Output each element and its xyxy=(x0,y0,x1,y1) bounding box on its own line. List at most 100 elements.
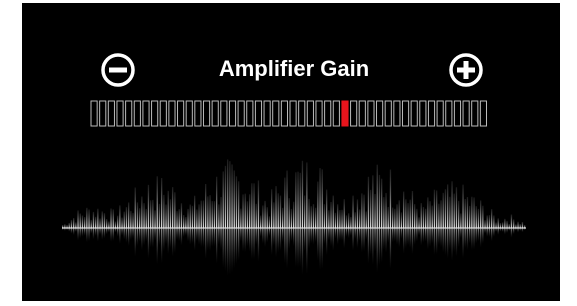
wave-reflection xyxy=(284,228,285,263)
wave-bar xyxy=(69,223,70,228)
wave-bar xyxy=(465,199,466,228)
wave-bar xyxy=(352,196,353,228)
wave-reflection xyxy=(469,228,470,244)
wave-bar xyxy=(495,222,496,228)
wave-reflection xyxy=(456,228,457,257)
wave-bar xyxy=(491,209,492,228)
gain-level-segment xyxy=(342,101,348,126)
wave-reflection xyxy=(352,228,353,251)
wave-reflection xyxy=(447,228,448,259)
wave-reflection xyxy=(357,228,358,248)
wave-reflection xyxy=(209,228,210,251)
wave-bar xyxy=(271,189,272,228)
wave-bar xyxy=(328,210,329,228)
wave-reflection xyxy=(484,228,485,233)
wave-reflection xyxy=(95,228,96,236)
wave-bar xyxy=(242,194,243,228)
wave-bar xyxy=(482,206,483,228)
wave-bar xyxy=(121,217,122,228)
wave-reflection xyxy=(225,228,226,272)
wave-reflection xyxy=(330,228,331,246)
wave-reflection xyxy=(313,228,314,245)
wave-bar xyxy=(438,204,439,228)
wave-bar xyxy=(91,220,92,228)
wave-reflection xyxy=(440,228,441,247)
wave-reflection xyxy=(99,228,100,235)
wave-bar xyxy=(216,177,217,228)
wave-bar xyxy=(304,195,305,228)
wave-bar xyxy=(434,190,435,228)
wave-reflection xyxy=(148,228,149,258)
wave-reflection xyxy=(504,228,505,234)
wave-bar xyxy=(372,175,373,228)
wave-bar xyxy=(355,212,356,228)
wave-reflection xyxy=(82,228,83,237)
wave-reflection xyxy=(482,228,483,244)
wave-bar xyxy=(95,217,96,228)
wave-bar xyxy=(493,215,494,228)
wave-bar xyxy=(489,215,490,228)
wave-reflection xyxy=(187,228,188,241)
wave-bar xyxy=(238,181,239,228)
wave-bar xyxy=(102,211,103,228)
wave-reflection xyxy=(282,228,283,242)
wave-reflection xyxy=(113,228,114,241)
wave-bar xyxy=(368,177,369,228)
wave-reflection xyxy=(443,228,444,253)
wave-reflection xyxy=(163,228,164,251)
wave-reflection xyxy=(154,228,155,240)
wave-bar xyxy=(454,194,455,228)
wave-bar xyxy=(264,201,265,228)
wave-bar xyxy=(108,221,109,228)
wave-bar xyxy=(476,206,477,228)
wave-bar xyxy=(245,194,246,228)
wave-reflection xyxy=(293,228,294,246)
wave-reflection xyxy=(324,228,325,245)
wave-bar xyxy=(260,216,261,228)
wave-bar xyxy=(176,211,177,228)
wave-bar xyxy=(234,170,235,228)
wave-reflection xyxy=(302,228,303,275)
wave-reflection xyxy=(212,228,213,247)
wave-bar xyxy=(141,197,142,228)
wave-reflection xyxy=(335,228,336,239)
wave-bar xyxy=(168,191,169,228)
wave-reflection xyxy=(379,228,380,265)
wave-bar xyxy=(348,213,349,228)
wave-reflection xyxy=(157,228,158,264)
wave-bar xyxy=(143,203,144,228)
wave-reflection xyxy=(460,228,461,238)
wave-reflection xyxy=(152,228,153,248)
wave-bar xyxy=(295,172,296,228)
wave-reflection xyxy=(339,228,340,241)
wave-reflection xyxy=(234,228,235,268)
wave-bar xyxy=(502,222,503,228)
wave-reflection xyxy=(445,228,446,255)
wave-reflection xyxy=(304,228,305,251)
wave-reflection xyxy=(319,228,320,270)
wave-reflection xyxy=(201,228,202,247)
wave-reflection xyxy=(401,228,402,239)
wave-reflection xyxy=(84,228,85,236)
wave-reflection xyxy=(168,228,169,254)
wave-bar xyxy=(513,219,514,228)
wave-reflection xyxy=(196,228,197,241)
wave-bar xyxy=(212,201,213,228)
wave-reflection xyxy=(176,228,177,240)
wave-bar xyxy=(132,213,133,228)
wave-reflection xyxy=(407,228,408,245)
wave-bar xyxy=(258,180,259,228)
wave-reflection xyxy=(137,228,138,246)
wave-bar xyxy=(504,219,505,228)
wave-bar xyxy=(209,195,210,228)
wave-reflection xyxy=(436,228,437,254)
wave-bar xyxy=(335,213,336,228)
wave-reflection xyxy=(348,228,349,238)
wave-reflection xyxy=(399,228,400,247)
wave-reflection xyxy=(300,228,301,267)
wave-bar xyxy=(148,185,149,228)
wave-bar xyxy=(97,209,98,228)
wave-reflection xyxy=(249,228,250,252)
wave-bar xyxy=(377,165,378,228)
wave-reflection xyxy=(289,228,290,249)
